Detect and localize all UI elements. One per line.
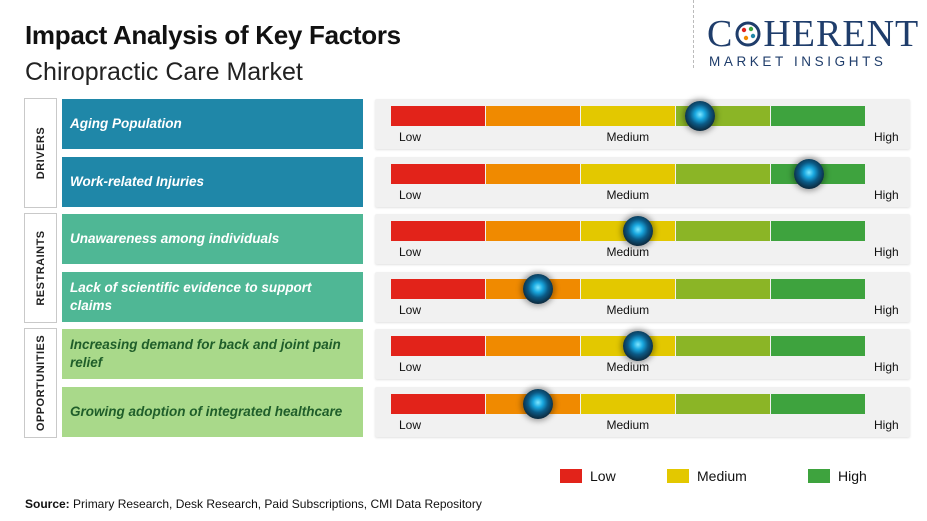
- impact-gauge: Low Medium High: [375, 386, 910, 437]
- factor-label: Unawareness among individuals: [62, 214, 363, 264]
- category-opportunities: OPPORTUNITIES: [24, 328, 57, 438]
- gauge-segment: [771, 221, 865, 241]
- gauge-segment: [771, 106, 865, 126]
- gauge-segment: [676, 336, 770, 356]
- tick-label-medium: Medium: [606, 302, 650, 317]
- gauge-segment: [676, 221, 770, 241]
- tick-label-high: High: [874, 417, 899, 432]
- factor-label: Growing adoption of integrated healthcar…: [62, 386, 363, 437]
- tick-label-medium: Medium: [606, 130, 650, 144]
- legend-swatch-low: [560, 469, 582, 483]
- tick-label-low: Low: [399, 417, 422, 432]
- gauge-segment: [391, 393, 485, 414]
- gauge-segment: [581, 278, 675, 299]
- logo-letter-c: C: [707, 13, 734, 55]
- category-label: DRIVERS: [34, 126, 47, 179]
- legend-label-low: Low: [590, 468, 616, 484]
- gauge-segment: [391, 163, 485, 184]
- gauge-segment: [771, 336, 865, 356]
- gauge-segment: [581, 106, 675, 126]
- company-logo: C HERENT MARKET INSIGHTS: [707, 14, 922, 69]
- impact-marker: [684, 101, 715, 131]
- impact-gauge: Low Medium High: [375, 99, 910, 149]
- gauge-segment: [391, 336, 485, 356]
- tick-label-medium: Medium: [606, 360, 650, 374]
- category-restraints: RESTRAINTS: [24, 213, 57, 323]
- tick-label-low: Low: [399, 302, 422, 317]
- chart-title: Impact Analysis of Key Factors: [25, 20, 401, 50]
- chart-subtitle: Chiropractic Care Market: [25, 58, 303, 86]
- tick-label-high: High: [874, 360, 899, 374]
- source-note: Source: Primary Research, Desk Research,…: [25, 497, 482, 511]
- source-label: Source:: [25, 497, 70, 511]
- impact-gauge: Low Medium High: [375, 156, 910, 207]
- gauge-segment: [676, 393, 770, 414]
- gauge-segment: [391, 106, 485, 126]
- tick-label-high: High: [874, 187, 899, 202]
- tick-label-medium: Medium: [606, 245, 650, 259]
- gauge-segment: [581, 163, 675, 184]
- tick-label-medium: Medium: [606, 187, 650, 202]
- gauge-segment: [391, 221, 485, 241]
- gauge-segment: [391, 278, 485, 299]
- impact-gauge: Low Medium High: [375, 329, 910, 379]
- factor-label: Aging Population: [62, 99, 363, 149]
- gauge-segment: [581, 393, 675, 414]
- impact-gauge: Low Medium High: [375, 271, 910, 322]
- legend-item-medium: Medium: [667, 468, 747, 484]
- legend-item-high: High: [808, 468, 867, 484]
- gauge-segment: [771, 393, 865, 414]
- factor-label: Work-related Injuries: [62, 156, 363, 207]
- source-text: Primary Research, Desk Research, Paid Su…: [69, 497, 482, 511]
- category-label: OPPORTUNITIES: [34, 334, 47, 431]
- tick-label-medium: Medium: [606, 417, 650, 432]
- tick-label-low: Low: [399, 187, 422, 202]
- category-drivers: DRIVERS: [24, 98, 57, 208]
- legend-swatch-medium: [667, 469, 689, 483]
- legend-swatch-high: [808, 469, 830, 483]
- tick-label-high: High: [874, 130, 899, 144]
- impact-marker: [523, 388, 554, 419]
- gauge-segment: [676, 163, 770, 184]
- tick-label-low: Low: [399, 130, 422, 144]
- tick-label-high: High: [874, 302, 899, 317]
- legend-label-medium: Medium: [697, 468, 747, 484]
- legend-item-low: Low: [560, 468, 616, 484]
- gauge-segment: [676, 278, 770, 299]
- impact-marker: [523, 273, 554, 304]
- impact-marker: [623, 331, 653, 361]
- impact-marker: [623, 216, 653, 246]
- factor-label: Lack of scientific evidence to support c…: [62, 271, 363, 322]
- tick-label-high: High: [874, 245, 899, 259]
- gauge-segment: [486, 106, 580, 126]
- logo-divider: [693, 0, 694, 68]
- gauge-segment: [771, 278, 865, 299]
- factor-label: Increasing demand for back and joint pai…: [62, 329, 363, 379]
- tick-label-low: Low: [399, 245, 422, 259]
- logo-tagline: MARKET INSIGHTS: [709, 54, 887, 69]
- globe-icon: [735, 21, 761, 47]
- category-label: RESTRAINTS: [34, 230, 47, 306]
- gauge-segment: [486, 336, 580, 356]
- logo-wordmark: HERENT: [763, 13, 920, 55]
- gauge-segment: [486, 163, 580, 184]
- gauge-segment: [486, 221, 580, 241]
- impact-marker: [794, 158, 824, 189]
- tick-label-low: Low: [399, 360, 422, 374]
- impact-gauge: Low Medium High: [375, 214, 910, 264]
- legend-label-high: High: [838, 468, 867, 484]
